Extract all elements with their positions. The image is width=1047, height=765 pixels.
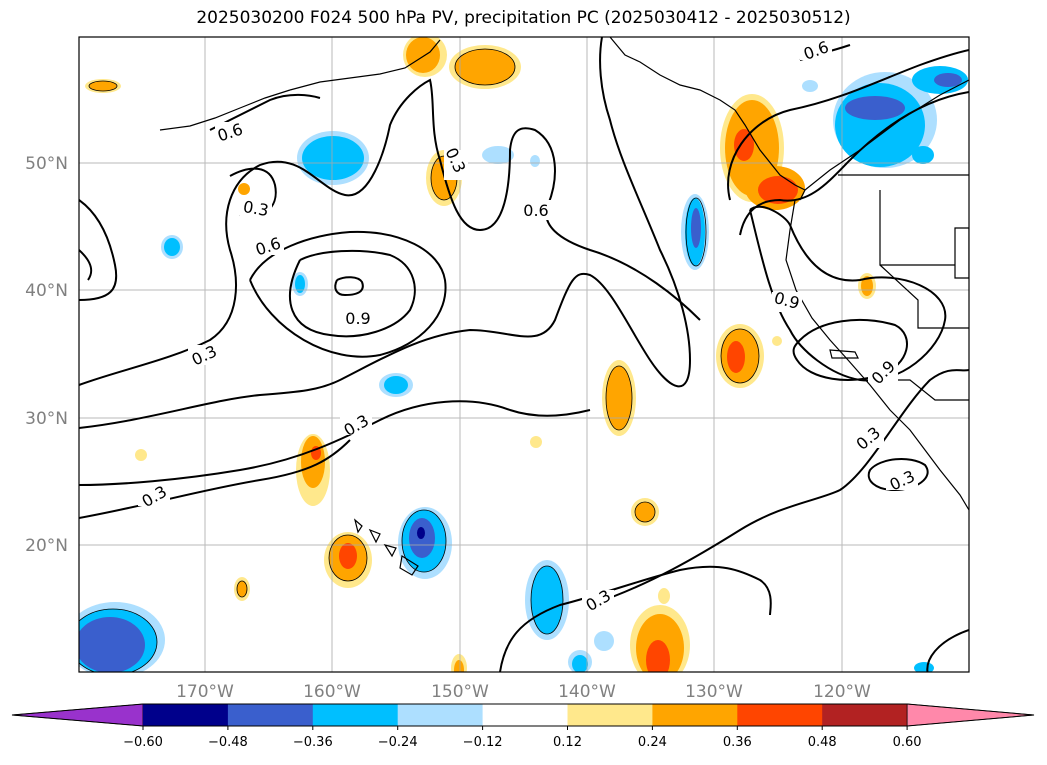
lon-label: 130°W — [685, 682, 743, 702]
colorbar-tick-label: −0.12 — [463, 735, 503, 750]
map-panel — [79, 37, 969, 672]
lon-label: 150°W — [431, 682, 489, 702]
colorbar-tick-label: −0.48 — [208, 735, 248, 750]
contour-label: 0.6 — [523, 201, 548, 220]
lat-label: 50°N — [25, 154, 68, 174]
colorbar-segment — [652, 704, 738, 726]
precip-negative-areas — [79, 66, 968, 672]
lat-label: 40°N — [25, 281, 68, 301]
contour-label: 0.3 — [242, 197, 270, 220]
lon-label: 140°W — [558, 682, 616, 702]
colorbar-segment — [482, 704, 568, 726]
colorbar-segment — [397, 704, 484, 726]
colorbar-extend-low — [11, 703, 144, 727]
colorbar-segment — [567, 704, 653, 726]
lon-label: 120°W — [813, 682, 871, 702]
colorbar-tick-label: −0.36 — [293, 735, 333, 750]
lat-label: 30°N — [25, 409, 68, 429]
colorbar-segment — [737, 704, 823, 726]
colorbar-segment — [143, 704, 229, 726]
colorbar-segment — [312, 704, 399, 726]
colorbar-tick-label: −0.60 — [123, 735, 163, 750]
colorbar-tick-label: 0.36 — [723, 735, 752, 750]
map-title: 2025030200 F024 500 hPa PV, precipitatio… — [196, 8, 851, 28]
lon-label: 170°W — [176, 682, 234, 702]
colorbar-extend-high — [906, 703, 1035, 727]
precip-positive-areas — [85, 37, 876, 672]
lon-label: 160°W — [303, 682, 361, 702]
pv-contours — [79, 37, 969, 672]
colorbar-tick-label: 0.48 — [808, 735, 837, 750]
colorbar-tick-label: 0.12 — [553, 735, 582, 750]
colorbar-segment — [822, 704, 908, 726]
colorbar-tick-label: −0.24 — [378, 735, 418, 750]
colorbar-tick-label: 0.24 — [638, 735, 667, 750]
colorbar: −0.60 −0.48 −0.36 −0.24 −0.12 0.12 0.24 0.36 0.4… — [11, 703, 1035, 750]
map-frame — [78, 36, 970, 673]
contour-label: 0.9 — [345, 309, 370, 328]
longitude-labels: 170°W 160°W 150°W 140°W 130°W 120°W — [176, 682, 871, 702]
coastlines — [159, 37, 969, 576]
lat-label: 20°N — [25, 536, 68, 556]
colorbar-tick-label: 0.60 — [893, 735, 922, 750]
latitude-labels: 50°N 40°N 30°N 20°N — [25, 154, 68, 556]
colorbar-segment — [227, 704, 314, 726]
